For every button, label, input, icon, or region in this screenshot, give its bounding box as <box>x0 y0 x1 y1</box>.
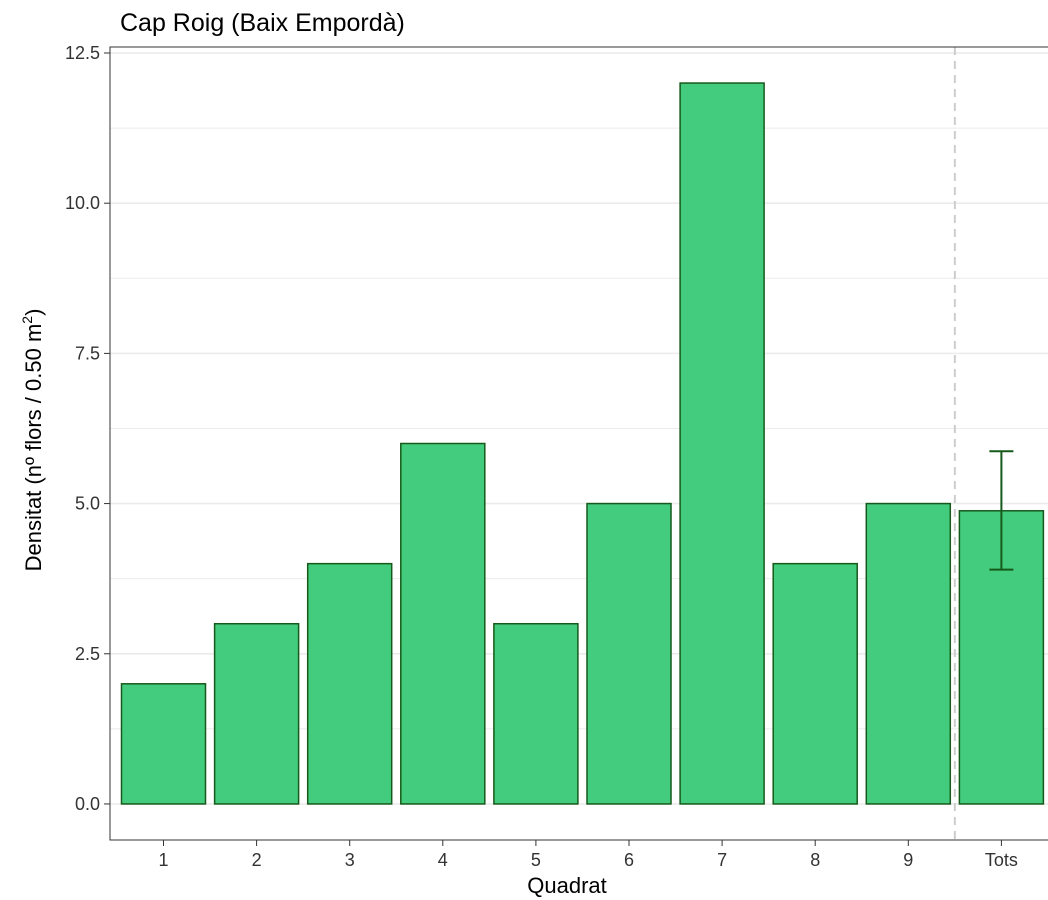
bar <box>679 82 765 805</box>
x-tick-label: 3 <box>345 850 355 870</box>
y-tick-label: 0.0 <box>75 794 100 814</box>
x-tick-label: 8 <box>810 850 820 870</box>
bar <box>586 502 672 805</box>
bar <box>493 622 579 805</box>
x-tick-label: 4 <box>438 850 448 870</box>
x-tick-label: 2 <box>252 850 262 870</box>
y-axis-title-close: ) <box>21 309 46 316</box>
y-tick-label: 10.0 <box>65 193 100 213</box>
x-tick-label: 7 <box>717 850 727 870</box>
x-axis: 1 2 3 4 5 6 7 8 9 Tots <box>158 840 1018 870</box>
bar <box>213 622 300 805</box>
x-tick-label: 9 <box>903 850 913 870</box>
x-tick-label: 1 <box>158 850 168 870</box>
bar <box>120 683 207 805</box>
chart-title: Cap Roig (Baix Empordà) <box>120 9 405 37</box>
panel-border <box>109 46 1048 841</box>
y-axis: 0.0 2.5 5.0 7.5 10.0 12.5 <box>65 43 110 814</box>
bar <box>306 562 393 805</box>
y-tick-label: 5.0 <box>75 494 100 514</box>
x-tick-label: Tots <box>985 850 1018 870</box>
bar <box>400 442 486 805</box>
error-bar-layer <box>989 450 1014 571</box>
y-axis-title: Densitat (nº flors / 0.50 m2) <box>19 309 46 572</box>
x-tick-label: 5 <box>531 850 541 870</box>
bar <box>865 502 952 805</box>
y-tick-label: 2.5 <box>75 644 100 664</box>
x-tick-label: 6 <box>624 850 634 870</box>
bar <box>772 562 858 805</box>
bars <box>120 82 1045 805</box>
x-axis-title: Quadrat <box>527 873 607 898</box>
y-axis-title-sup: 2 <box>19 316 35 324</box>
y-tick-label: 7.5 <box>75 343 100 363</box>
y-tick-label: 12.5 <box>65 43 100 63</box>
y-axis-title-main: Densitat (nº flors / 0.50 m <box>21 324 46 572</box>
